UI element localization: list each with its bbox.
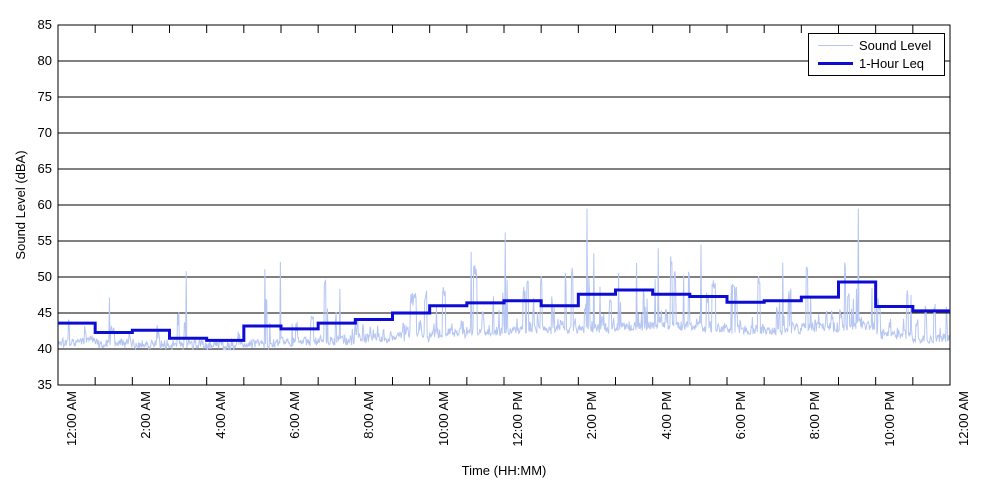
x-tick-label: 8:00 AM: [361, 391, 377, 439]
y-tick-label: 75: [37, 89, 52, 104]
x-tick-label: 4:00 PM: [658, 391, 674, 440]
legend-label-1-hour-leq: 1-Hour Leq: [859, 56, 925, 72]
series-sound-level: [57, 208, 951, 352]
legend-label-sound-level: Sound Level: [859, 37, 932, 53]
x-tick-label: 6:00 PM: [733, 391, 748, 440]
x-axis-title: Time (HH:MM): [461, 463, 547, 478]
x-tick-label: 4:00 AM: [212, 391, 228, 439]
y-tick-label: 40: [37, 341, 52, 356]
y-tick-label: 65: [37, 161, 52, 176]
x-tick-label: 10:00 PM: [881, 391, 897, 447]
y-tick-label: 45: [37, 305, 52, 320]
legend-entry-sound-level: Sound Level: [818, 38, 944, 53]
x-tick-label: 12:00 PM: [510, 391, 525, 447]
y-tick-label: 35: [37, 377, 52, 392]
y-tick-label: 55: [37, 233, 52, 248]
y-axis-title: Sound Level (dBA): [13, 150, 28, 260]
x-tick-label: 12:00 AM: [956, 391, 971, 446]
x-tick-label: 2:00 AM: [138, 391, 154, 439]
y-tick-label: 70: [37, 125, 52, 140]
axis-ticks: [57, 24, 951, 386]
y-tick-label: 85: [37, 17, 52, 32]
x-tick-label: 6:00 AM: [287, 391, 302, 439]
x-tick-label: 10:00 AM: [435, 391, 451, 446]
legend-swatch-sound-level: [818, 44, 853, 46]
x-tick-label: 2:00 PM: [584, 391, 600, 440]
y-tick-label: 50: [37, 269, 52, 284]
legend: Sound Level 1-Hour Leq: [808, 33, 945, 76]
x-tick-label: 12:00 AM: [64, 391, 79, 446]
gridlines: [58, 60, 950, 350]
series-1-hour-leq: [58, 280, 950, 342]
legend-swatch-1-hour-leq: [818, 62, 853, 66]
y-tick-label: 80: [37, 53, 52, 68]
x-tick-label: 8:00 PM: [807, 391, 823, 440]
legend-entry-1-hour-leq: 1-Hour Leq: [818, 56, 944, 71]
y-tick-label: 60: [37, 197, 52, 212]
